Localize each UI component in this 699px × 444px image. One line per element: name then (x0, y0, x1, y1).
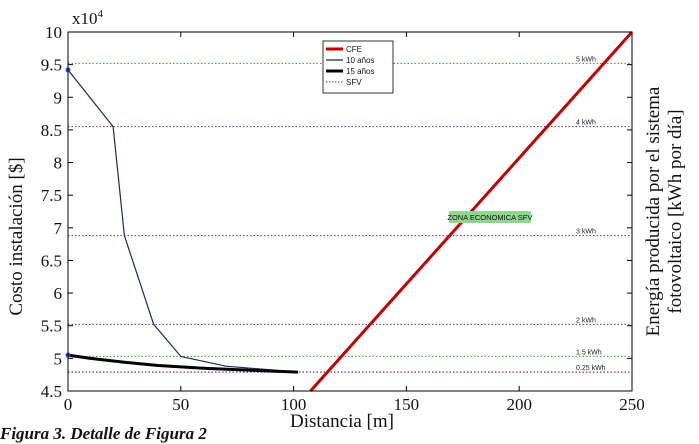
y-right-axis-title: Energía producida por el sistemafotovolt… (643, 86, 686, 336)
zone-annotation-text: ZONA ECONOMICA SFV (447, 213, 532, 222)
y-tick-label: 9.5 (41, 56, 62, 75)
y-multiplier-base: x10 (72, 9, 98, 28)
y-axis-title: Costo instalación [$] (6, 157, 27, 315)
reference-label: 0.25 kWh (576, 365, 606, 372)
y-right-title-line2: fotovoltaico [kWh por día] (665, 109, 686, 313)
reference-label: 3 kWh (576, 229, 596, 236)
x-tick-label: 250 (619, 395, 645, 414)
y-tick-label: 5.5 (41, 317, 62, 336)
legend-label: CFE (346, 45, 362, 54)
x-tick-label: 200 (506, 395, 532, 414)
series-line-10-anos (67, 69, 299, 373)
y-tick-label: 8 (54, 154, 63, 173)
y-right-title-line1: Energía producida por el sistema (643, 86, 664, 336)
y-tick-label: 4.5 (41, 382, 62, 401)
x-tick-label: 100 (281, 395, 307, 414)
y-tick-label: 10 (45, 23, 62, 42)
reference-label: 5 kWh (576, 56, 596, 63)
y-multiplier: x104 (72, 8, 104, 28)
legend-label: SFV (346, 78, 362, 87)
legend-label: 15 años (346, 67, 374, 76)
x-tick-label: 50 (172, 395, 189, 414)
figure-caption: Figura 3. Detalle de Figura 2 (0, 424, 207, 443)
zone-annotation-bg (448, 211, 531, 224)
x-tick-label: 0 (64, 395, 73, 414)
y-tick-label: 6.5 (41, 251, 62, 270)
plot-area (67, 31, 633, 392)
reference-label: 4 kWh (576, 120, 596, 127)
zone-annotation: ZONA ECONOMICA SFV (447, 211, 532, 224)
y-tick-label: 8.5 (41, 121, 62, 140)
y-tick-label: 9 (54, 88, 63, 107)
reference-label: 1.5 kWh (576, 349, 602, 356)
reference-lines: 5 kWh 4 kWh 3 kWh 2 kWh 1.5 kWh 0.25 kWh (68, 56, 632, 373)
y-tick-label: 6 (54, 284, 63, 303)
x-axis-title: Distancia [m] (290, 411, 394, 432)
legend-label: 10 años (346, 56, 374, 65)
x-tick-label: 150 (394, 395, 420, 414)
series-line-15-anos (67, 353, 299, 374)
y-tick-label: 7.5 (41, 186, 62, 205)
y-tick-label: 7 (54, 219, 63, 238)
axis-ticks: 0 50 100 150 200 250 4.5 5 5.5 6 6.5 7 7.5 8 8.5 9 9.5 10 (41, 23, 645, 414)
reference-label: 2 kWh (576, 317, 596, 324)
y-tick-label: 5 (54, 349, 63, 368)
y-multiplier-exponent: 4 (98, 8, 104, 20)
legend: CFE 10 años 15 años SFV (322, 40, 394, 94)
